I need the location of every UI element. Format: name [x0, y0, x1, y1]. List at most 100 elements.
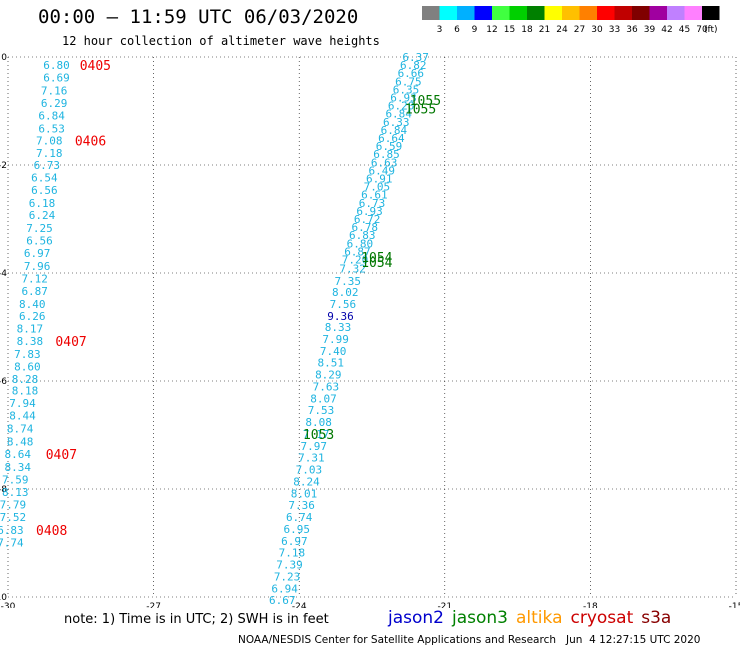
- color-scale-label: 27: [574, 25, 585, 35]
- pass-time-label: 1055: [410, 94, 441, 109]
- swh-value-label: 7.74: [0, 536, 24, 549]
- color-scale-label: 70: [696, 25, 708, 35]
- swh-value-label: 6.80: [43, 59, 70, 72]
- swh-value-label: 7.25: [26, 222, 53, 235]
- color-scale-label: 12: [486, 25, 497, 35]
- swh-value-label: 7.79: [0, 499, 26, 512]
- swh-value-label: 7.05: [364, 181, 391, 194]
- swh-value-label: 6.18: [29, 197, 56, 210]
- credit-line: NOAA/NESDIS Center for Satellite Applica…: [238, 634, 701, 646]
- color-scale-label: 21: [539, 25, 550, 35]
- color-scale-swatch: [649, 6, 667, 20]
- y-tick-label: -10: [0, 593, 7, 603]
- color-scale-label: 45: [679, 25, 690, 35]
- swh-value-label: 6.59: [376, 140, 403, 153]
- swh-value-label: 8.18: [12, 385, 39, 398]
- swh-value-label: 6.87: [21, 285, 48, 298]
- color-scale-swatch: [422, 6, 440, 20]
- x-tick-label: -15: [729, 602, 740, 608]
- swh-value-label: 8.60: [14, 360, 41, 373]
- y-tick-label: -4: [0, 269, 7, 279]
- pass-time-label: 1054: [361, 251, 392, 266]
- y-tick-label: 0: [1, 53, 7, 63]
- y-tick-label: -2: [0, 161, 7, 171]
- color-scale-unit: (ft): [704, 25, 718, 35]
- pass-time-label: 0407: [55, 335, 86, 350]
- swh-value-label: 6.84: [381, 124, 408, 137]
- swh-value-label: 6.74: [286, 511, 313, 524]
- swh-value-label: 7.99: [322, 333, 349, 346]
- pass-time-label: 1053: [303, 428, 334, 443]
- swh-value-label: 6.80: [347, 237, 374, 250]
- color-scale-label: 15: [504, 25, 515, 35]
- pass-time-label: 1052: [250, 607, 281, 608]
- swh-value-label: 7.18: [36, 147, 63, 160]
- swh-value-label: 7.56: [330, 298, 357, 311]
- satellite-cryosat: cryosat: [570, 608, 634, 628]
- swh-value-label: 7.53: [308, 404, 335, 417]
- swh-value-label: 8.64: [4, 448, 31, 461]
- swh-value-label: 6.61: [361, 189, 388, 202]
- swh-value-label: 6.49: [368, 164, 395, 177]
- swh-value-label: 6.37: [402, 51, 429, 64]
- swh-value-label: 7.86: [267, 606, 294, 608]
- swh-value-label: 6.69: [43, 72, 70, 85]
- swh-value-label: 6.72: [354, 213, 381, 226]
- swh-value-label: 6.95: [284, 523, 311, 536]
- swh-value-label: 6.78: [351, 221, 378, 234]
- color-scale-label: 30: [591, 25, 603, 35]
- swh-value-label: 7.39: [276, 559, 303, 572]
- x-tick-label: -24: [292, 602, 307, 608]
- swh-value-label: 6.67: [269, 594, 296, 607]
- swh-value-label: 9.36: [327, 310, 354, 323]
- color-scale-label: 18: [521, 25, 533, 35]
- swh-value-label: 6.83: [0, 524, 24, 537]
- swh-value-label: 6.87: [344, 245, 371, 258]
- swh-value-label: 7.23: [274, 570, 301, 583]
- swh-value-label: 7.12: [21, 272, 48, 285]
- chart-title: 00:00 – 11:59 UTC 06/03/2020: [38, 6, 359, 28]
- swh-value-label: 6.33: [383, 116, 410, 129]
- swh-value-label: 8.33: [325, 321, 352, 334]
- swh-value-label: 8.17: [17, 323, 44, 336]
- swh-value-label: 6.93: [390, 92, 417, 105]
- swh-value-label: 7.96: [24, 260, 51, 273]
- swh-value-label: 6.84: [385, 108, 412, 121]
- pass-time-label: 1054: [361, 256, 392, 271]
- color-scale-label: 33: [609, 25, 620, 35]
- color-scale-swatch: [579, 6, 597, 20]
- swh-value-label: 8.02: [332, 286, 359, 299]
- swh-value-label: 8.28: [12, 373, 39, 386]
- satellite-altika: altika: [516, 608, 563, 628]
- pass-time-label: 0405: [80, 59, 111, 74]
- swh-value-label: 6.24: [29, 209, 56, 222]
- color-scale-swatch: [544, 6, 562, 20]
- color-scale-swatch: [509, 6, 527, 20]
- swh-value-label: 7.18: [279, 547, 306, 560]
- swh-value-label: 6.63: [371, 156, 398, 169]
- swh-value-label: 6.97: [281, 535, 308, 548]
- swh-value-label: 8.38: [17, 335, 44, 348]
- swh-value-label: 7.31: [298, 452, 325, 465]
- swh-value-label: 8.40: [19, 298, 46, 311]
- swh-value-label: 8.13: [2, 486, 29, 499]
- color-scale-swatch: [684, 6, 702, 20]
- swh-value-label: 6.97: [24, 247, 51, 260]
- color-scale-label: 42: [661, 25, 672, 35]
- swh-value-label: 6.66: [398, 67, 425, 80]
- color-scale-label: 3: [437, 25, 443, 35]
- swh-value-label: 7.52: [0, 511, 26, 524]
- pass-time-label: 0408: [36, 524, 67, 539]
- color-scale-label: 24: [556, 25, 568, 35]
- swh-value-label: 7.35: [334, 275, 361, 288]
- swh-value-label: 8.44: [9, 410, 36, 423]
- color-scale-swatch: [474, 6, 492, 20]
- x-tick-label: -30: [1, 602, 16, 608]
- swh-value-label: 7.63: [313, 380, 340, 393]
- swh-value-label: 7.94: [9, 397, 36, 410]
- pass-time-label: 0407: [46, 448, 77, 463]
- swh-value-label: 8.48: [7, 435, 34, 448]
- swh-value-label: 6.56: [26, 235, 53, 248]
- swh-value-label: 6.85: [373, 148, 400, 161]
- satellite-s3a: s3a: [641, 608, 672, 628]
